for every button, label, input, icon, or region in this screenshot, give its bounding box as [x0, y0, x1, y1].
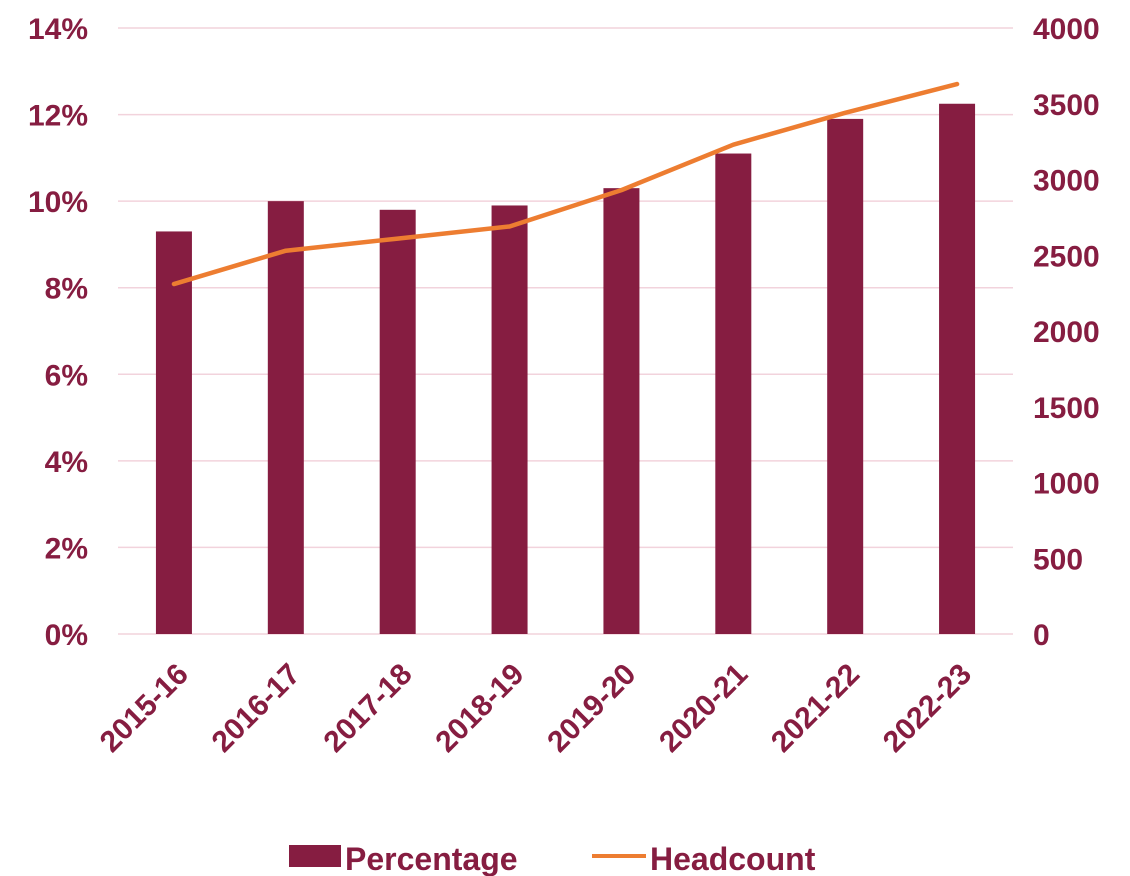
y-right-tick-label: 4000: [1033, 13, 1100, 46]
legend-label-percentage: Percentage: [345, 841, 518, 876]
y-left-tick-label: 0%: [45, 619, 88, 652]
y-right-tick-label: 1500: [1033, 392, 1100, 425]
x-tick-label: 2018-19: [429, 658, 530, 759]
bar-2019-20: [603, 188, 640, 634]
y-left-tick-label: 4%: [45, 446, 88, 479]
legend-swatch-percentage: [289, 845, 341, 867]
x-tick-label: 2020-21: [653, 658, 754, 759]
y-right-tick-label: 3000: [1033, 165, 1100, 198]
y-axis-right: 0 500 1000 1500 2000 2500 3000 3500 4000: [1033, 13, 1100, 652]
bar-2018-19: [491, 205, 528, 634]
x-tick-label: 2015-16: [94, 658, 195, 759]
bar-2015-16: [155, 231, 192, 634]
legend-label-headcount: Headcount: [650, 841, 816, 876]
y-right-tick-label: 500: [1033, 543, 1083, 576]
y-left-tick-label: 14%: [28, 13, 88, 46]
x-tick-label: 2016-17: [206, 658, 307, 759]
y-right-tick-label: 2500: [1033, 240, 1100, 273]
y-right-tick-label: 3500: [1033, 89, 1100, 122]
y-left-tick-label: 6%: [45, 359, 88, 392]
y-left-tick-label: 2%: [45, 532, 88, 565]
bar-2022-23: [939, 103, 976, 634]
y-left-tick-label: 10%: [28, 186, 88, 219]
x-tick-label: 2017-18: [317, 658, 418, 759]
legend: Percentage Headcount: [289, 841, 816, 876]
y-right-tick-label: 1000: [1033, 468, 1100, 501]
x-tick-label: 2019-20: [541, 658, 642, 759]
bar-2020-21: [715, 153, 752, 634]
bar-2016-17: [267, 201, 304, 634]
line-series-headcount: [171, 81, 960, 287]
x-tick-label: 2021-22: [765, 658, 866, 759]
bar-2021-22: [827, 118, 864, 634]
x-axis: 2015-16 2016-17 2017-18 2018-19 2019-20 2020-…: [94, 658, 978, 759]
y-right-tick-label: 0: [1033, 619, 1050, 652]
headcount-line: [171, 81, 960, 287]
y-left-tick-label: 8%: [45, 273, 88, 306]
y-axis-left: 0% 2% 4% 6% 8% 10% 12% 14%: [28, 13, 88, 652]
bar-2017-18: [379, 209, 416, 635]
x-tick-label: 2022-23: [877, 658, 978, 759]
gridlines: [118, 27, 1013, 635]
y-right-tick-label: 2000: [1033, 316, 1100, 349]
y-left-tick-label: 12%: [28, 100, 88, 133]
bar-series-percentage: [155, 103, 976, 635]
